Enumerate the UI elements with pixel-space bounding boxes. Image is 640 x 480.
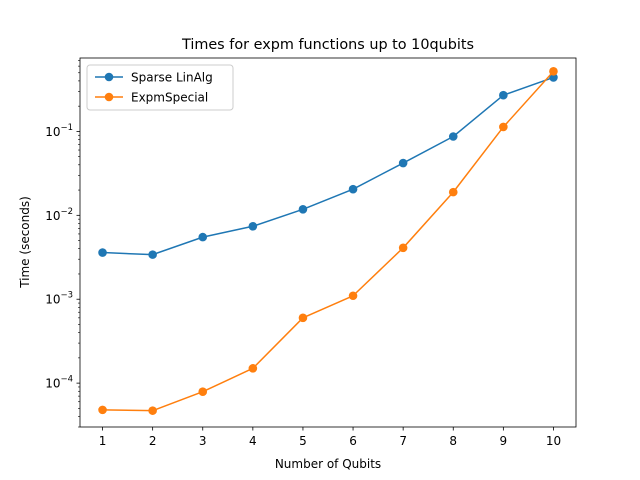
data-point	[348, 184, 358, 194]
y-tick-label: 10−3	[45, 291, 73, 307]
legend-label: Sparse LinAlg	[131, 71, 213, 85]
legend-box	[86, 64, 234, 111]
x-tick-label: 5	[299, 434, 307, 448]
y-tick-exponent: −3	[60, 291, 73, 301]
series-2	[98, 67, 558, 415]
y-tick-exponent: −4	[60, 375, 73, 385]
y-tick-label: 10−1	[45, 123, 73, 139]
data-point	[448, 187, 458, 197]
y-tick-base: 10	[45, 293, 60, 307]
data-point	[198, 232, 208, 242]
y-tick-exponent: −1	[60, 123, 73, 133]
x-tick-label: 6	[349, 434, 357, 448]
data-point	[198, 387, 208, 397]
plot-frame	[79, 57, 577, 428]
data-point	[98, 405, 107, 415]
data-point	[499, 90, 508, 100]
y-tick-exponent: −2	[60, 207, 73, 217]
data-point	[248, 221, 258, 231]
x-tick-label: 7	[399, 434, 407, 448]
legend-marker	[104, 72, 114, 82]
y-tick-base: 10	[45, 209, 60, 223]
x-tick-label: 4	[249, 434, 257, 448]
x-tick-label: 9	[500, 434, 508, 448]
legend: Sparse LinAlg ExpmSpecial	[86, 64, 234, 111]
y-axis: 10−410−310−210−1	[45, 60, 80, 428]
x-tick-label: 2	[149, 434, 157, 448]
x-tick-label: 10	[546, 434, 561, 448]
y-tick-label: 10−4	[45, 375, 73, 391]
y-tick-base: 10	[45, 125, 60, 139]
x-tick-label: 8	[449, 434, 457, 448]
data-point	[298, 313, 308, 323]
legend-marker	[104, 92, 114, 102]
y-tick-label: 10−2	[45, 207, 73, 223]
data-point	[348, 291, 358, 301]
data-point	[148, 250, 157, 259]
data-point	[98, 248, 107, 257]
data-point	[398, 243, 408, 253]
data-point	[148, 406, 157, 415]
x-axis-label: Number of Qubits	[275, 457, 381, 471]
series-layer	[98, 67, 558, 415]
data-point	[298, 204, 308, 214]
y-axis-label: Time (seconds)	[18, 196, 32, 289]
series-line	[102, 70, 555, 412]
series-1	[98, 73, 558, 259]
data-point	[549, 73, 558, 82]
legend-label: ExpmSpecial	[131, 91, 208, 105]
y-tick-base: 10	[45, 377, 60, 391]
x-tick-label: 1	[99, 434, 107, 448]
x-tick-label: 3	[199, 434, 207, 448]
x-axis: 1 2 3 4 5 6 7 8 9 10	[99, 427, 561, 448]
data-point	[448, 132, 458, 141]
data-point	[549, 67, 558, 76]
series-line	[102, 76, 554, 256]
chart-title: Times for expm functions up to 10qubits	[181, 37, 474, 53]
data-point	[499, 122, 508, 132]
data-point	[398, 158, 408, 168]
data-point	[248, 364, 258, 373]
